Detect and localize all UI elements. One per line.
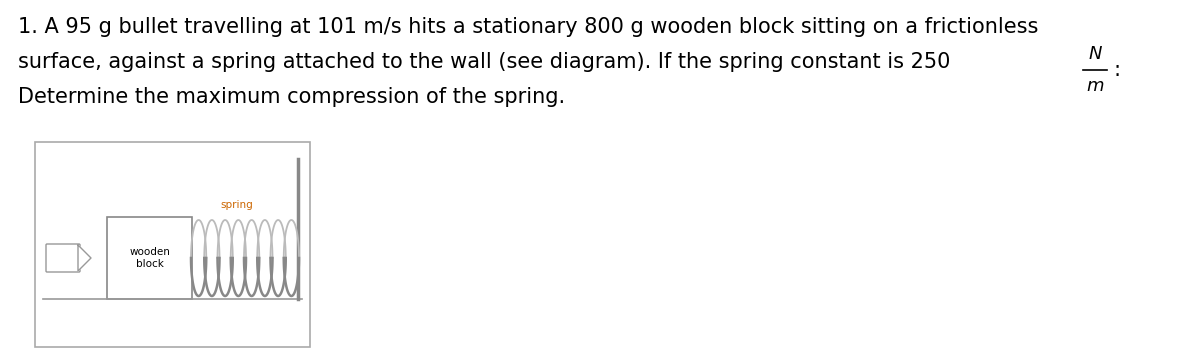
Text: wooden
block: wooden block [130,247,170,269]
Polygon shape [78,245,91,271]
Bar [35,142,310,347]
Text: Determine the maximum compression of the spring.: Determine the maximum compression of the… [18,87,565,107]
Text: N: N [1088,45,1102,63]
Text: 1. A 95 g bullet travelling at 101 m/s hits a stationary 800 g wooden block sitt: 1. A 95 g bullet travelling at 101 m/s h… [18,17,1038,37]
Text: spring: spring [220,200,253,210]
Bar [107,217,192,299]
Text: :: : [1114,60,1120,80]
FancyBboxPatch shape [46,244,80,272]
Text: m: m [1086,77,1104,95]
Text: surface, against a spring attached to the wall (see diagram). If the spring cons: surface, against a spring attached to th… [18,52,958,72]
